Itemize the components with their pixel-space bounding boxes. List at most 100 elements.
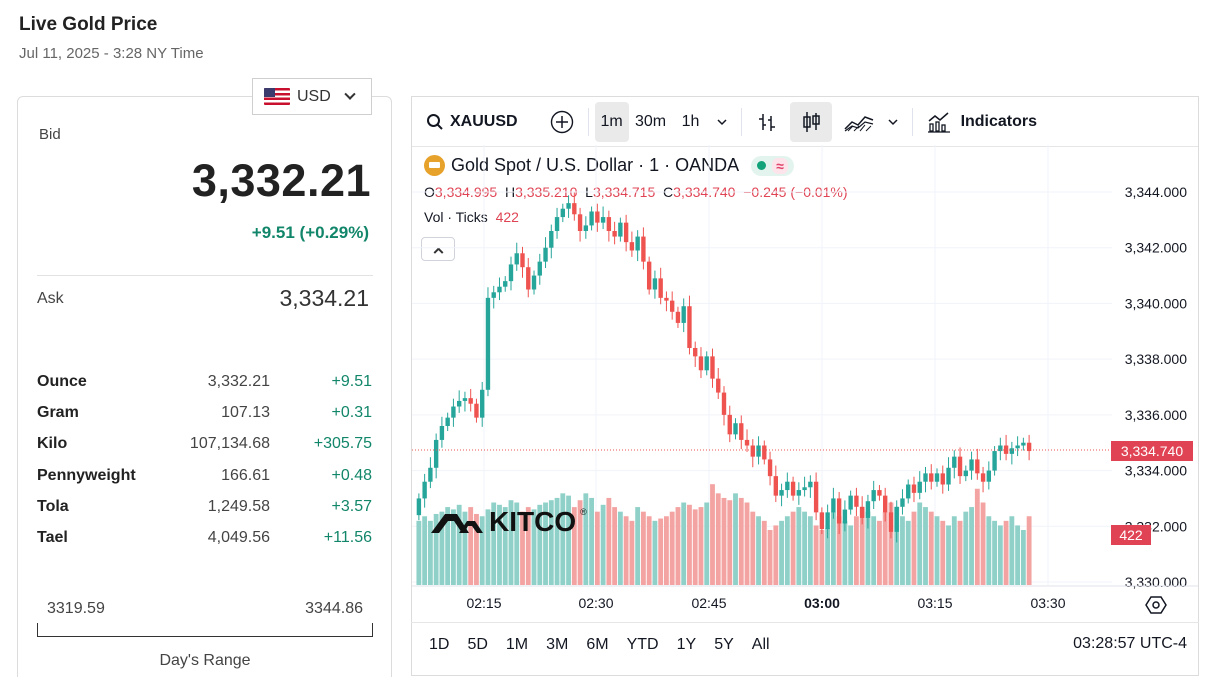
price-chart[interactable]: 3,344.000 3,342.000 3,340.000 3,338.000 3,33…: [412, 145, 1198, 621]
interval-1m[interactable]: 1m: [594, 101, 629, 142]
volume-bar: [422, 516, 428, 585]
bar-chart-type-button[interactable]: [748, 102, 786, 142]
volume-bar: [445, 507, 451, 585]
volume-bar: [652, 520, 658, 585]
candle-body: [963, 470, 968, 477]
candle-body: [566, 203, 571, 209]
candle-body: [422, 481, 427, 499]
range-1y-button[interactable]: 1Y: [676, 635, 697, 653]
toolbar-separator: [911, 107, 913, 136]
candle-body: [693, 348, 698, 357]
volume-bar: [502, 507, 508, 585]
interval-30m[interactable]: 30m: [629, 102, 673, 142]
candle-body: [716, 378, 721, 393]
candle-body: [687, 306, 692, 348]
volume-bar: [514, 502, 520, 585]
volume-bar: [951, 516, 957, 585]
chart-type-dropdown[interactable]: [880, 102, 906, 142]
candle-body: [681, 306, 686, 323]
volume-bar: [664, 516, 669, 585]
bid-change: +9.51 (+0.29%): [251, 223, 369, 242]
candle-body: [808, 481, 813, 488]
volume-bar: [433, 513, 439, 585]
currency-select[interactable]: USD: [252, 78, 372, 115]
unit-change: +0.48: [331, 466, 372, 484]
volume-bar: [456, 504, 462, 585]
last-price-label: 3,334.740: [1111, 441, 1193, 461]
volume-bar: [986, 516, 992, 585]
range-1m-button[interactable]: 1M: [505, 635, 529, 653]
candle-body: [744, 439, 750, 446]
volume-bar: [669, 511, 675, 585]
candle-body: [923, 473, 928, 482]
candle-body: [727, 414, 732, 435]
compare-symbol-button[interactable]: [542, 102, 582, 142]
volume-bar: [750, 511, 756, 585]
candle-body: [739, 423, 744, 440]
candle-body: [497, 286, 502, 293]
area-chart-type-button[interactable]: [838, 102, 880, 142]
volume-bar: [744, 502, 750, 585]
volume-bar: [698, 507, 704, 585]
range-6m-button[interactable]: 6M: [586, 635, 609, 653]
range-all-button[interactable]: All: [751, 635, 770, 653]
candle-body: [572, 203, 577, 215]
volume-bar: [974, 488, 980, 585]
volume-bar: [600, 504, 606, 585]
volume-bar: [508, 500, 514, 585]
volume-bar: [583, 493, 589, 585]
candle-body: [589, 211, 594, 226]
volume-bar: [485, 509, 491, 585]
chart-legend-title: Gold Spot / U.S. Dollar · 1 · OANDA ≈: [424, 155, 794, 176]
candle-body: [969, 459, 974, 471]
candle-body: [508, 264, 514, 282]
range-1d-button[interactable]: 1D: [429, 635, 450, 653]
volume-bar: [715, 493, 721, 585]
candle-body: [474, 403, 479, 418]
volume-bar: [969, 507, 974, 585]
volume-bar: [957, 520, 963, 585]
chart-settings-icon[interactable]: [1145, 594, 1167, 616]
kitco-logo-text: KITCO: [489, 506, 577, 537]
volume-bar: [468, 507, 474, 585]
volume-bar: [1009, 516, 1015, 585]
candle-body: [721, 392, 727, 415]
market-status-badge[interactable]: ≈: [751, 155, 794, 176]
y-axis-tick-label: 3,330.000: [1125, 574, 1187, 590]
candle-body: [669, 300, 675, 312]
candle-body: [946, 467, 951, 485]
interval-dropdown[interactable]: [709, 102, 735, 142]
range-5y-button[interactable]: 5Y: [714, 635, 734, 653]
range-3m-button[interactable]: 3M: [546, 635, 569, 653]
volume-bar: [658, 518, 664, 585]
unit-price: 107.13: [221, 403, 270, 421]
indicators-button[interactable]: Indicators: [919, 102, 1045, 142]
volume-bar: [865, 511, 871, 585]
candle-body: [998, 445, 1003, 452]
collapse-legend-button[interactable]: [421, 237, 455, 261]
volume-bar: [790, 511, 796, 585]
volume-bar: [577, 500, 583, 585]
volume-bar: [767, 530, 773, 585]
x-axis-tick-label: 02:15: [466, 595, 501, 611]
volume-bar: [917, 502, 923, 585]
volume-bar: [1026, 516, 1032, 585]
market-open-dot-icon: [757, 161, 767, 170]
toolbar-separator: [740, 107, 742, 136]
range-5d-button[interactable]: 5D: [467, 635, 488, 653]
volume-bar: [848, 525, 854, 585]
x-axis-tick-label: 02:45: [691, 595, 726, 611]
symbol-search-button[interactable]: XAUUSD: [412, 102, 528, 142]
ohlc-bars-icon: [758, 113, 775, 131]
search-icon: [427, 113, 443, 130]
candles-chart-type-button[interactable]: [789, 101, 832, 142]
chart-clock[interactable]: 03:28:57 UTC-4: [1073, 635, 1187, 652]
unit-price: 4,049.56: [207, 529, 270, 547]
range-ytd-button[interactable]: YTD: [626, 635, 659, 653]
candle-body: [865, 501, 871, 518]
symbol-label: XAUUSD: [450, 112, 518, 130]
volume-bar: [853, 516, 859, 585]
unit-change: +11.56: [323, 529, 372, 547]
unit-change: +9.51: [331, 372, 372, 390]
interval-1h[interactable]: 1h: [673, 102, 709, 142]
